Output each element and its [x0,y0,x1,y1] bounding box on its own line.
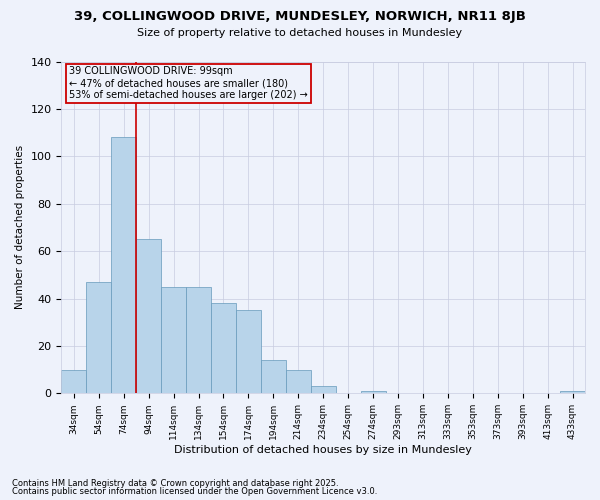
Bar [261,360,286,394]
Bar [560,391,585,394]
Bar [236,310,261,394]
Text: 39, COLLINGWOOD DRIVE, MUNDESLEY, NORWICH, NR11 8JB: 39, COLLINGWOOD DRIVE, MUNDESLEY, NORWIC… [74,10,526,23]
Bar [361,391,386,394]
Bar [61,370,86,394]
Bar [311,386,335,394]
Bar [111,138,136,394]
Bar [136,240,161,394]
X-axis label: Distribution of detached houses by size in Mundesley: Distribution of detached houses by size … [174,445,472,455]
Bar [86,282,111,394]
Bar [286,370,311,394]
Text: 39 COLLINGWOOD DRIVE: 99sqm
← 47% of detached houses are smaller (180)
53% of se: 39 COLLINGWOOD DRIVE: 99sqm ← 47% of det… [69,66,308,100]
Y-axis label: Number of detached properties: Number of detached properties [15,146,25,310]
Text: Contains public sector information licensed under the Open Government Licence v3: Contains public sector information licen… [12,487,377,496]
Text: Size of property relative to detached houses in Mundesley: Size of property relative to detached ho… [137,28,463,38]
Text: Contains HM Land Registry data © Crown copyright and database right 2025.: Contains HM Land Registry data © Crown c… [12,478,338,488]
Bar [161,286,186,394]
Bar [186,286,211,394]
Bar [211,304,236,394]
